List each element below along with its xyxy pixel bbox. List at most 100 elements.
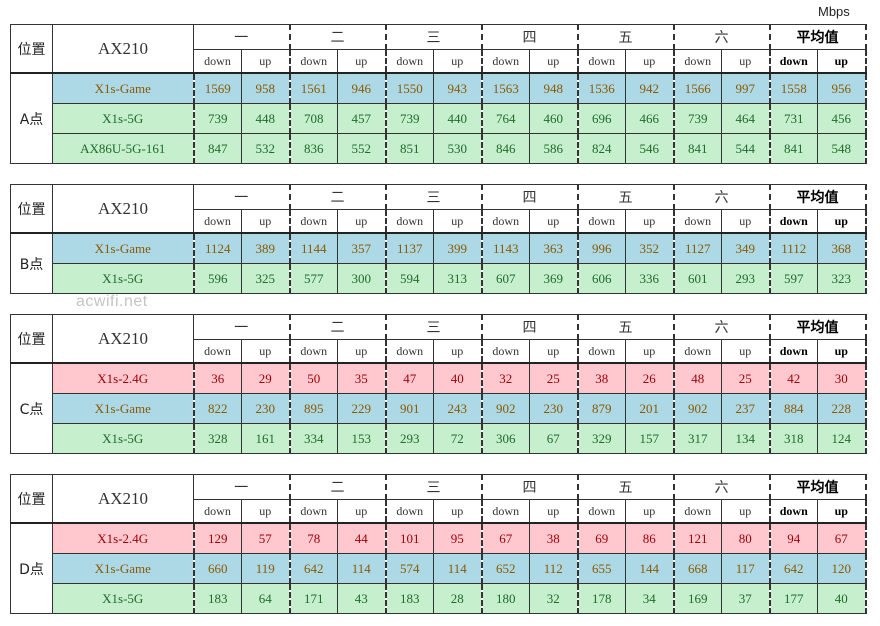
device-name: AX86U-5G-161 — [52, 133, 195, 164]
down-value: 642 — [769, 553, 818, 584]
average-header: 平均值 — [769, 314, 867, 340]
down-value: 731 — [769, 103, 818, 134]
up-value: 161 — [241, 423, 291, 454]
down-header: down — [577, 339, 626, 364]
up-value: 157 — [625, 423, 675, 454]
up-value: 72 — [433, 423, 483, 454]
day-header: 四 — [481, 474, 579, 500]
day-header: 三 — [385, 474, 483, 500]
up-header: up — [529, 49, 579, 74]
down-value: 1563 — [481, 72, 530, 104]
down-value: 183 — [193, 583, 242, 614]
position-header: 位置 — [10, 184, 53, 234]
down-value: 841 — [673, 133, 722, 164]
up-value: 43 — [337, 583, 387, 614]
down-value: 101 — [385, 522, 434, 554]
up-value: 124 — [817, 423, 867, 454]
up-header: up — [529, 339, 579, 364]
up-value: 457 — [337, 103, 387, 134]
up-value: 300 — [337, 263, 387, 294]
down-value: 901 — [385, 393, 434, 424]
down-header: down — [673, 49, 722, 74]
up-value: 323 — [817, 263, 867, 294]
down-value: 1127 — [673, 232, 722, 264]
watermark: acwifi.net — [76, 293, 148, 310]
device-header: AX210 — [52, 184, 194, 234]
device-name: X1s-Game — [52, 393, 195, 424]
day-header: 三 — [385, 314, 483, 340]
table-row: C点 X1s-2.4G 36 29 50 35 47 40 32 25 38 26 48 25 42 30 — [10, 362, 867, 454]
down-value: 169 — [673, 583, 722, 614]
up-header: up — [721, 49, 771, 74]
down-value: 67 — [481, 522, 530, 554]
down-value: 696 — [577, 103, 626, 134]
day-header: 五 — [577, 474, 675, 500]
down-header: down — [481, 499, 530, 524]
table-row: X1s-Game 822 230 895 229 901 243 902 230 879 201 90… — [11, 393, 867, 424]
table-row: D点 X1s-2.4G 129 57 78 44 101 95 67 38 69 86 121 80 94 6… — [10, 522, 867, 614]
up-value: 40 — [817, 583, 867, 614]
down-header: down — [769, 209, 818, 234]
up-header: up — [721, 499, 771, 524]
down-value: 1144 — [289, 232, 338, 264]
down-header: down — [385, 499, 434, 524]
table-row: X1s-Game 660 119 642 114 574 114 652 112 655 144 66… — [11, 553, 867, 584]
down-value: 1536 — [577, 72, 626, 104]
up-header: up — [817, 339, 867, 364]
day-header: 五 — [577, 314, 675, 340]
up-value: 389 — [241, 232, 291, 264]
day-header: 一 — [193, 24, 291, 50]
down-value: 1569 — [193, 72, 242, 104]
up-value: 293 — [721, 263, 771, 294]
down-value: 293 — [385, 423, 434, 454]
down-value: 764 — [481, 103, 530, 134]
up-value: 120 — [817, 553, 867, 584]
up-header: up — [625, 209, 675, 234]
down-value: 902 — [481, 393, 530, 424]
up-value: 313 — [433, 263, 483, 294]
up-value: 57 — [241, 522, 291, 554]
position-label: C点 — [10, 362, 53, 454]
up-header: up — [529, 499, 579, 524]
day-header: 一 — [193, 314, 291, 340]
down-value: 36 — [193, 362, 242, 394]
device-name: X1s-5G — [52, 103, 195, 134]
block-table-d: 位置 AX210 一二三四五六平均值 down up down up down up down up… — [10, 474, 867, 614]
up-value: 399 — [433, 232, 483, 264]
block-table-a: 位置 AX210 一二三四五六平均值 down up down up down up down up… — [10, 24, 867, 164]
up-value: 40 — [433, 362, 483, 394]
up-value: 119 — [241, 553, 291, 584]
up-value: 25 — [529, 362, 579, 394]
up-value: 117 — [721, 553, 771, 584]
down-value: 851 — [385, 133, 434, 164]
down-value: 879 — [577, 393, 626, 424]
down-value: 577 — [289, 263, 338, 294]
down-value: 78 — [289, 522, 338, 554]
up-value: 456 — [817, 103, 867, 134]
table-row: X1s-5G 739 448 708 457 739 440 764 460 696 466 739 4… — [11, 103, 867, 134]
up-header: up — [337, 499, 387, 524]
average-header: 平均值 — [769, 184, 867, 210]
down-header: down — [289, 339, 338, 364]
up-value: 363 — [529, 232, 579, 264]
down-value: 655 — [577, 553, 626, 584]
device-name: X1s-2.4G — [52, 522, 195, 554]
down-value: 739 — [673, 103, 722, 134]
down-value: 596 — [193, 263, 242, 294]
device-header: AX210 — [52, 474, 194, 524]
table-row: AX86U-5G-161 847 532 836 552 851 530 846 586 824 5… — [11, 133, 867, 164]
down-value: 1112 — [769, 232, 818, 264]
up-value: 32 — [529, 583, 579, 614]
up-value: 325 — [241, 263, 291, 294]
down-header: down — [577, 209, 626, 234]
down-value: 642 — [289, 553, 338, 584]
down-value: 48 — [673, 362, 722, 394]
up-value: 243 — [433, 393, 483, 424]
day-header: 四 — [481, 184, 579, 210]
up-header: up — [337, 49, 387, 74]
day-header: 二 — [289, 474, 387, 500]
up-value: 958 — [241, 72, 291, 104]
up-value: 29 — [241, 362, 291, 394]
down-value: 847 — [193, 133, 242, 164]
up-value: 586 — [529, 133, 579, 164]
